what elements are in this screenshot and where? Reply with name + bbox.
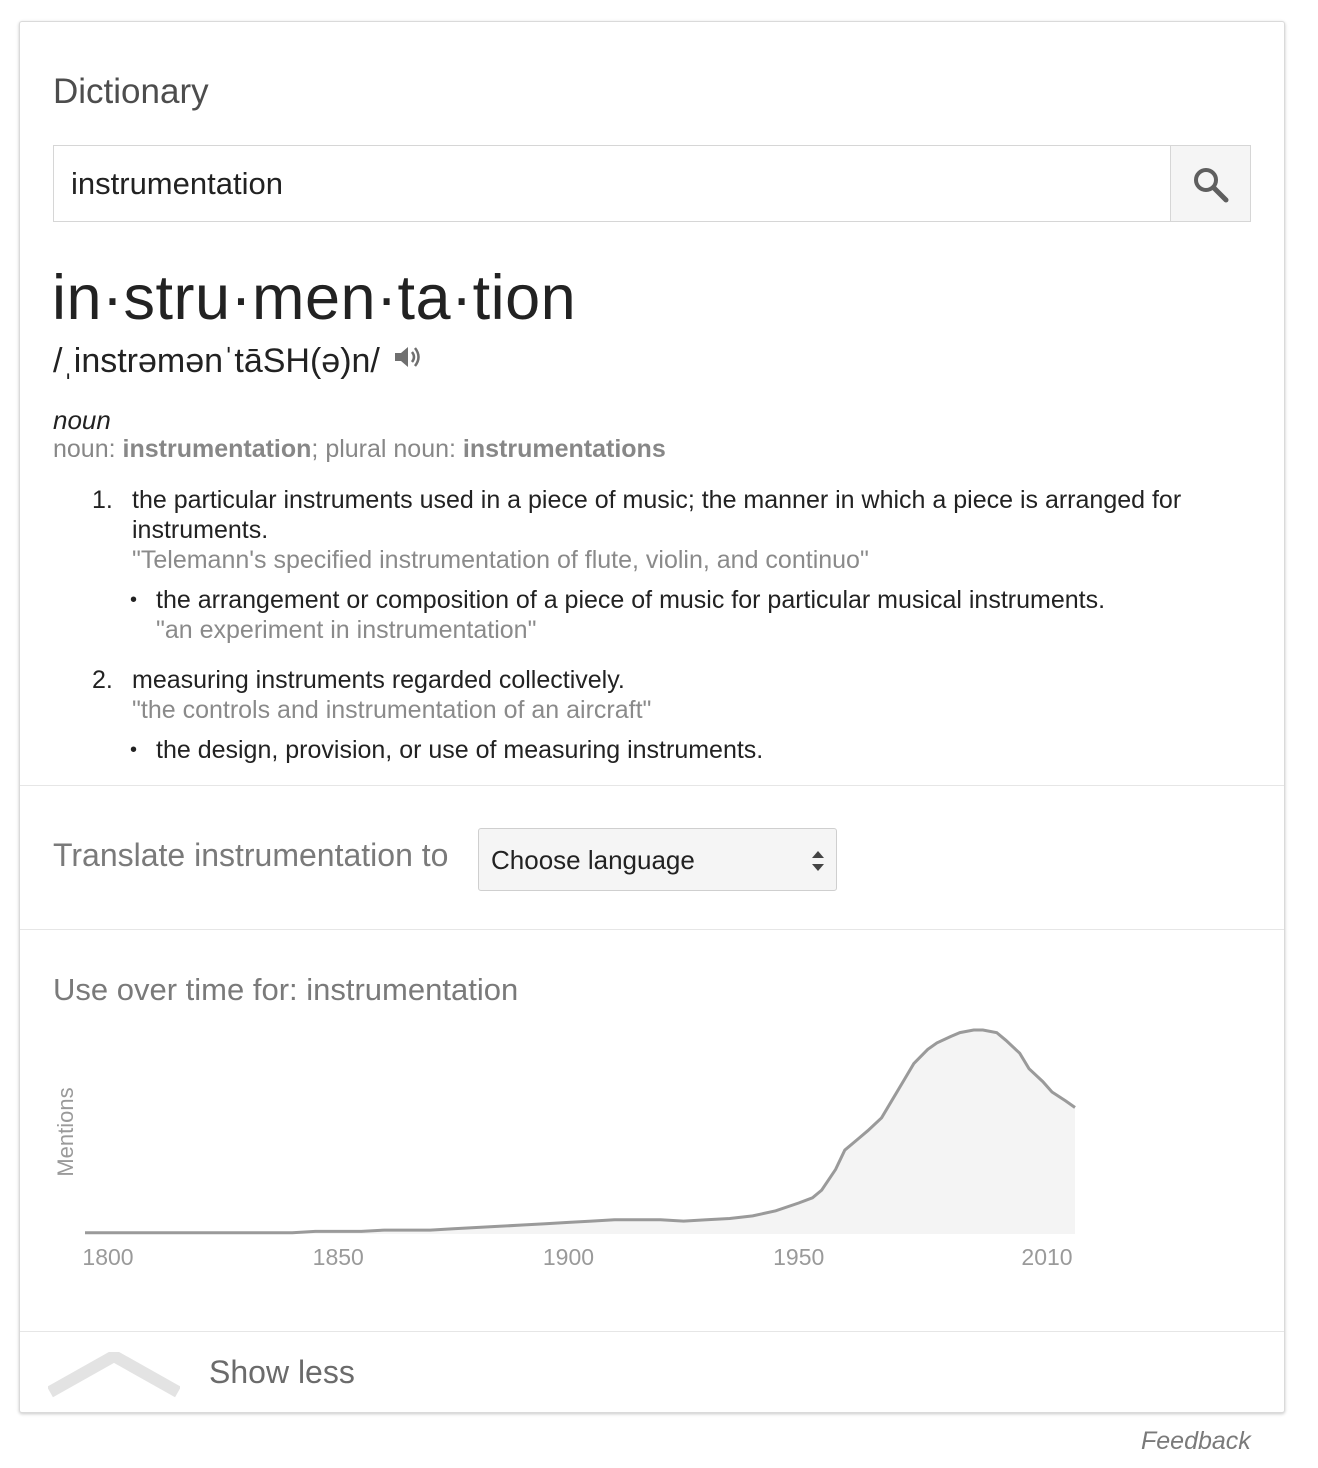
definition-line: instruments. xyxy=(132,516,269,544)
subsense-definition: the design, provision, or use of measuri… xyxy=(156,736,764,764)
search-button[interactable] xyxy=(1170,146,1250,221)
subsense-definition: the arrangement or composition of a piec… xyxy=(156,586,1106,614)
sense-definition: the particular instruments used in a pie… xyxy=(132,485,1252,545)
search-input[interactable] xyxy=(54,146,1172,221)
translate-label: Translate instrumentation to xyxy=(53,837,449,873)
subsense-example: "an experiment in instrumentation" xyxy=(156,616,537,644)
bullet: • xyxy=(130,739,138,761)
sense-definition: measuring instruments regarded collectiv… xyxy=(132,666,625,694)
definition-line: the particular instruments used in a pie… xyxy=(132,486,1182,514)
usage-chart-title: Use over time for: instrumentation xyxy=(53,972,519,1007)
dictionary-card: Dictionary in·stru·men·ta·tion /ˌinstrəm… xyxy=(19,21,1285,1413)
divider xyxy=(20,1331,1284,1332)
language-select-value: Choose language xyxy=(491,845,695,875)
search-box xyxy=(53,145,1251,222)
forms-plural: instrumentations xyxy=(462,435,666,463)
headword: in·stru·men·ta·tion xyxy=(52,263,577,333)
x-tick-label: 1800 xyxy=(82,1244,133,1270)
feedback-link[interactable]: Feedback xyxy=(1141,1427,1251,1455)
show-less-button[interactable]: Show less xyxy=(20,1332,1284,1412)
divider xyxy=(20,785,1284,786)
y-axis-label: Mentions xyxy=(53,1087,78,1176)
chart-series-line xyxy=(85,1028,1076,1235)
sense-example: "the controls and instrumentation of an … xyxy=(132,696,652,724)
show-less-label: Show less xyxy=(209,1354,355,1390)
sense-number: 2. xyxy=(92,666,113,694)
bullet: • xyxy=(130,589,138,611)
chart-area-fill xyxy=(85,1030,1075,1234)
x-tick-label: 1950 xyxy=(773,1244,824,1270)
usage-chart: 1800 1850 1900 1950 2010 Mentions xyxy=(53,1028,1076,1270)
forms-word: instrumentation xyxy=(122,435,312,463)
select-arrows-icon xyxy=(812,851,824,871)
card-heading: Dictionary xyxy=(53,72,209,111)
x-tick-label: 1850 xyxy=(313,1244,364,1270)
forms-label: noun: xyxy=(53,435,123,463)
chevron-up-icon xyxy=(48,1352,180,1398)
search-icon xyxy=(1194,168,1229,203)
word-forms: noun: instrumentation; plural noun: inst… xyxy=(53,435,666,464)
sense-number: 1. xyxy=(92,486,113,514)
part-of-speech: noun xyxy=(53,405,111,435)
x-tick-label: 1900 xyxy=(543,1244,594,1270)
speaker-icon[interactable] xyxy=(392,342,422,381)
phonetic-row: /ˌinstrəmənˈtāSH(ə)n/ xyxy=(53,342,422,381)
language-select[interactable]: Choose language xyxy=(478,828,837,891)
x-tick-label: 2010 xyxy=(1021,1244,1072,1270)
sense-example: "Telemann's specified instrumentation of… xyxy=(132,546,869,574)
phonetic: /ˌinstrəmənˈtāSH(ə)n/ xyxy=(53,342,380,380)
forms-separator: ; plural noun: xyxy=(311,435,463,463)
divider xyxy=(20,929,1284,930)
